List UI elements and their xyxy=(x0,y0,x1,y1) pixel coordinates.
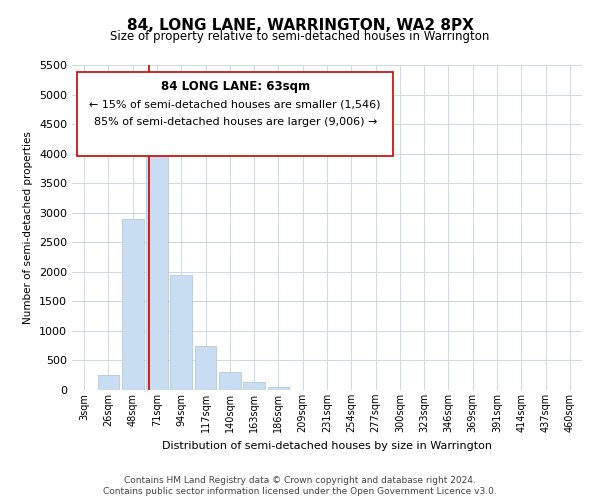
FancyBboxPatch shape xyxy=(77,72,394,156)
Text: 85% of semi-detached houses are larger (9,006) →: 85% of semi-detached houses are larger (… xyxy=(94,117,377,127)
Bar xyxy=(243,382,265,390)
Text: Contains HM Land Registry data © Crown copyright and database right 2024.: Contains HM Land Registry data © Crown c… xyxy=(124,476,476,485)
Bar xyxy=(146,133,168,390)
Bar xyxy=(219,372,241,390)
Bar xyxy=(194,346,217,390)
Text: 84 LONG LANE: 63sqm: 84 LONG LANE: 63sqm xyxy=(161,80,310,92)
Bar xyxy=(122,218,143,390)
Text: 84, LONG LANE, WARRINGTON, WA2 8PX: 84, LONG LANE, WARRINGTON, WA2 8PX xyxy=(127,18,473,32)
Text: ← 15% of semi-detached houses are smaller (1,546): ← 15% of semi-detached houses are smalle… xyxy=(89,100,381,110)
Bar xyxy=(170,275,192,390)
Bar xyxy=(97,375,119,390)
X-axis label: Distribution of semi-detached houses by size in Warrington: Distribution of semi-detached houses by … xyxy=(162,440,492,450)
Text: Contains public sector information licensed under the Open Government Licence v3: Contains public sector information licen… xyxy=(103,488,497,496)
Y-axis label: Number of semi-detached properties: Number of semi-detached properties xyxy=(23,131,34,324)
Text: Size of property relative to semi-detached houses in Warrington: Size of property relative to semi-detach… xyxy=(110,30,490,43)
Bar xyxy=(268,387,289,390)
